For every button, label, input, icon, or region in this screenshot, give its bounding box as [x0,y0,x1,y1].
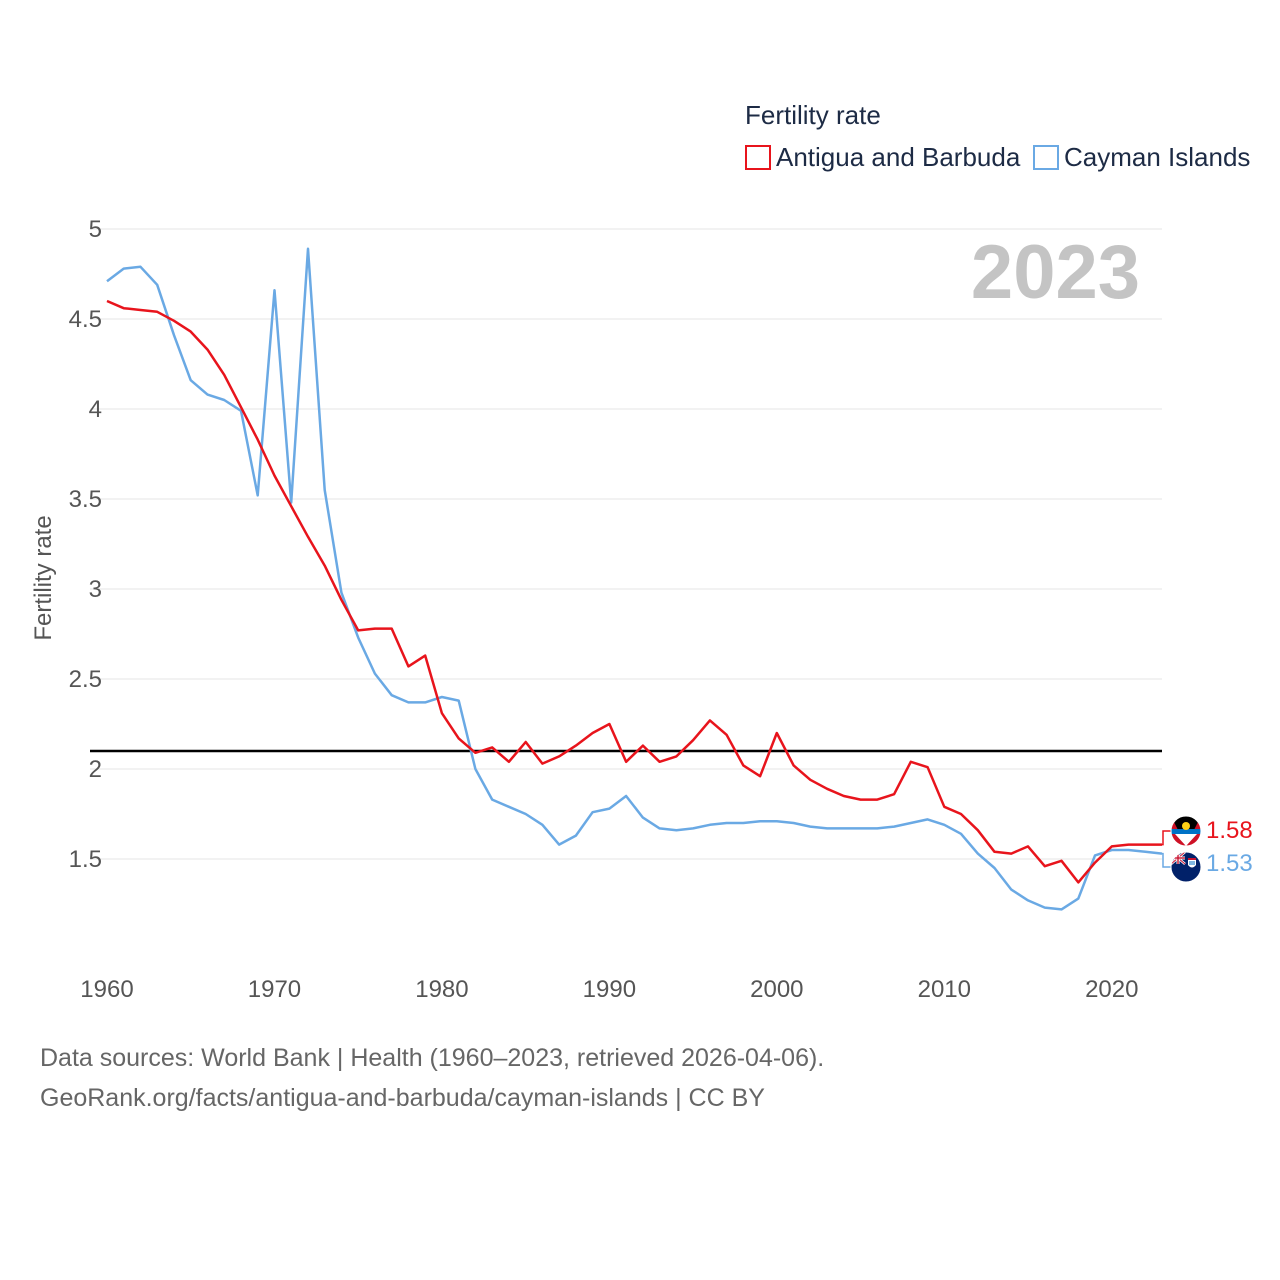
gridlines [90,228,1162,860]
antigua-and-barbuda-line[interactable] [106,299,1162,884]
end-markers: 1.58 1.53 [1162,815,1253,883]
y-tick-label: 5 [89,216,102,243]
y-tick-label: 1.5 [69,846,102,873]
legend-swatch-cayman [1033,145,1059,170]
y-tick-label: 3 [89,576,102,603]
legend: Fertility rate Antigua and Barbuda Cayma… [745,100,1250,172]
cayman-end-connector [1162,852,1171,868]
y-axis-ticks: 1.5 2 2.5 3 3.5 4 4.5 5 [69,216,102,873]
data-source-note: Data sources: World Bank | Health (1960–… [40,1044,825,1072]
x-tick-label: 1960 [80,976,133,1003]
y-tick-label: 2 [89,756,102,783]
antigua-and-barbuda-flag-icon [1171,816,1201,846]
current-year-label: 2023 [971,230,1140,315]
y-tick-label: 3.5 [69,486,102,513]
source-url-license[interactable]: GeoRank.org/facts/antigua-and-barbuda/ca… [40,1084,765,1112]
y-axis-label: Fertility rate [30,515,57,640]
antigua-end-value: 1.58 [1206,817,1253,844]
legend-swatch-antigua [745,145,771,170]
cayman-islands-line[interactable] [106,247,1163,911]
legend-title: Fertility rate [745,100,881,130]
x-tick-label: 2010 [918,976,971,1003]
antigua-end-connector [1162,830,1171,846]
x-tick-label: 2020 [1085,976,1138,1003]
cayman-end-value: 1.53 [1206,850,1253,877]
x-tick-label: 1980 [415,976,468,1003]
legend-label-antigua[interactable]: Antigua and Barbuda [776,142,1021,172]
legend-label-cayman[interactable]: Cayman Islands [1064,142,1250,172]
y-tick-label: 4.5 [69,306,102,333]
y-tick-label: 2.5 [69,666,102,693]
x-tick-label: 1990 [583,976,636,1003]
x-axis-ticks: 1960 1970 1980 1990 2000 2010 2020 [80,976,1138,1003]
y-tick-label: 4 [89,396,102,423]
series-lines [106,247,1163,911]
x-tick-label: 1970 [248,976,301,1003]
x-tick-label: 2000 [750,976,803,1003]
